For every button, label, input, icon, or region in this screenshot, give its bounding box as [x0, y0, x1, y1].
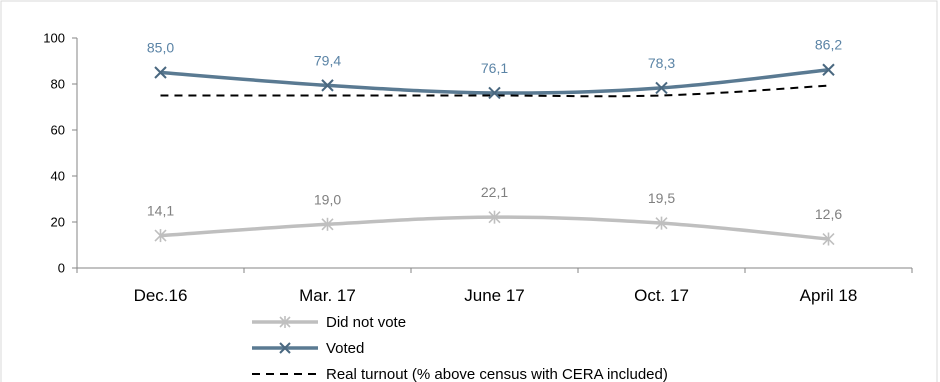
- data-label: 12,6: [815, 206, 842, 222]
- y-tick-label: 0: [58, 261, 65, 276]
- legend-marker: [279, 342, 291, 354]
- legend-item: Voted: [252, 340, 364, 357]
- data-point: [321, 217, 334, 231]
- data-label: 76,1: [481, 60, 508, 76]
- series-markers: [154, 63, 835, 246]
- legend-label: Voted: [326, 340, 364, 357]
- x-tick-label: June 17: [464, 286, 525, 305]
- y-axis: 0 20 40 60 80 100: [43, 31, 78, 276]
- legend-label: Real turnout (% above census with CERA i…: [326, 366, 668, 382]
- data-point: [822, 232, 835, 246]
- data-label: 85,0: [147, 40, 174, 56]
- data-label: 19,5: [648, 190, 675, 206]
- data-point: [321, 79, 334, 92]
- data-label: 19,0: [314, 191, 341, 207]
- legend-item: Did not vote: [252, 314, 406, 331]
- y-tick-label: 40: [51, 169, 65, 184]
- data-point: [154, 66, 167, 79]
- data-labels: 14,1 19,0 22,1 19,5 12,6 85,0 79,4 76,1 78,3 86,2: [147, 37, 842, 222]
- legend-label: Did not vote: [326, 314, 406, 331]
- data-point: [488, 210, 501, 224]
- x-tick-label: Dec.16: [134, 286, 188, 305]
- x-tick-label: April 18: [800, 286, 858, 305]
- data-point: [154, 229, 167, 243]
- data-label: 78,3: [648, 55, 675, 71]
- data-label: 86,2: [815, 37, 842, 53]
- y-tick-label: 80: [51, 77, 65, 92]
- y-tick-label: 100: [43, 31, 65, 46]
- x-axis: Dec.16 Mar. 17 June 17 Oct. 17 April 18: [76, 267, 913, 305]
- data-point: [655, 216, 668, 230]
- x-tick-label: Oct. 17: [634, 286, 689, 305]
- data-label: 14,1: [147, 203, 174, 219]
- legend-item: Real turnout (% above census with CERA i…: [252, 366, 668, 382]
- data-point: [488, 86, 501, 100]
- data-label: 22,1: [481, 184, 508, 200]
- y-tick-label: 60: [51, 123, 65, 138]
- x-tick-label: Mar. 17: [299, 286, 356, 305]
- legend: Did not vote Voted Real turnout (% above c…: [252, 314, 668, 382]
- y-tick-label: 20: [51, 215, 65, 230]
- data-label: 79,4: [314, 52, 341, 68]
- data-point: [822, 63, 835, 76]
- data-point: [655, 81, 668, 95]
- legend-marker: [279, 316, 291, 328]
